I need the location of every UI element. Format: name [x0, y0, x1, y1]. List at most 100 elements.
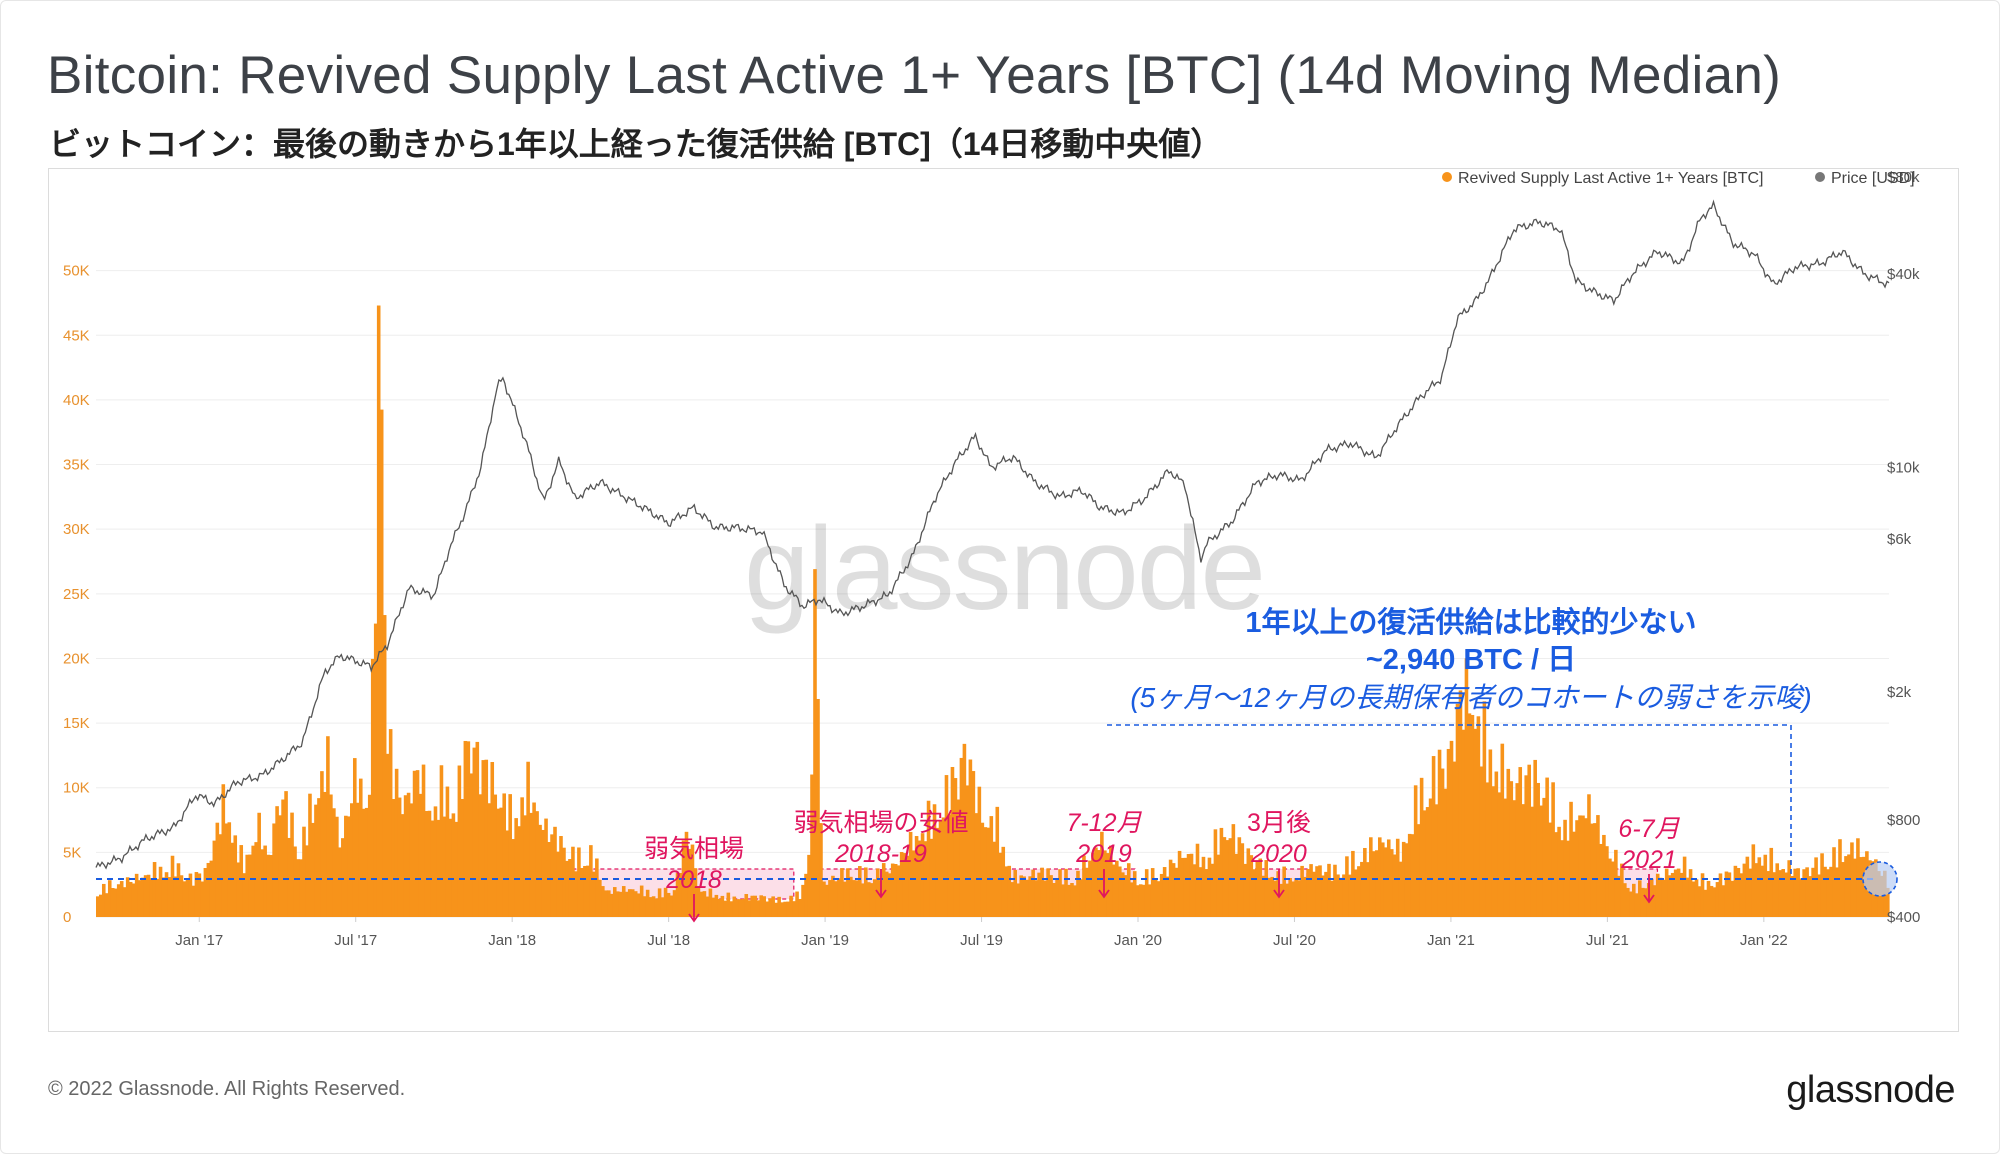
revived-supply-bar [317, 798, 321, 917]
revived-supply-bar [1602, 834, 1606, 917]
revived-supply-bar [505, 830, 509, 917]
revived-supply-bar [804, 873, 808, 917]
revived-supply-bar [245, 854, 250, 917]
revived-supply-bar [846, 868, 850, 917]
down-arrow-icon [1643, 894, 1655, 904]
revived-supply-bar [926, 800, 931, 917]
y-tick-label-right: $40k [1887, 266, 1920, 283]
revived-supply-bar [1569, 801, 1573, 917]
revived-supply-bar [338, 847, 342, 917]
revived-supply-bar [352, 758, 357, 917]
revived-supply-bar [565, 860, 569, 917]
revived-supply-bar [690, 844, 695, 917]
revived-supply-bar [1189, 853, 1194, 917]
glassnode-logo[interactable]: glassnode [1786, 1069, 1955, 1111]
revived-supply-bar [278, 815, 282, 917]
revived-supply-bar [1091, 852, 1095, 917]
revived-supply-bar [1055, 878, 1059, 917]
revived-supply-bar [1294, 878, 1298, 917]
revived-supply-bar [1357, 866, 1361, 917]
legend-price-label[interactable]: Price [USD] [1831, 170, 1915, 187]
revived-supply-bar [1186, 854, 1191, 917]
revived-supply-bar [864, 867, 868, 917]
revived-supply-bar [1150, 868, 1155, 917]
revived-supply-bar [1772, 872, 1777, 917]
revived-supply-bar [729, 901, 734, 917]
x-tick-label: Jan '21 [1427, 932, 1475, 949]
revived-supply-bar [308, 793, 312, 917]
revived-supply-bar [562, 847, 566, 917]
revived-supply-bar [950, 766, 955, 917]
legend[interactable]: Revived Supply Last Active 1+ Years [BTC… [1442, 170, 1915, 187]
revived-supply-bar [1192, 864, 1197, 917]
revived-supply-bar [1464, 658, 1469, 917]
revived-supply-bar [756, 900, 761, 917]
revived-supply-bar [1070, 883, 1074, 917]
revived-supply-bar [1279, 883, 1283, 917]
revived-supply-bar [1395, 838, 1400, 917]
price-line-layer [95, 199, 1890, 870]
revived-supply-bar [1153, 878, 1158, 917]
revived-supply-bar [1766, 871, 1771, 917]
revived-supply-bar [765, 901, 769, 917]
revived-supply-bar [1688, 869, 1693, 917]
revived-supply-bar [1599, 843, 1603, 917]
revived-supply-bar [869, 883, 874, 917]
annotation-bear-2018: 弱気相場 2018 [644, 835, 744, 894]
revived-supply-bar [1847, 854, 1851, 917]
revived-supply-bar [116, 884, 121, 917]
revived-supply-bar [819, 823, 823, 917]
x-tick-label: Jan '18 [488, 932, 536, 949]
revived-supply-bar [347, 816, 351, 917]
revived-supply-bar [1503, 798, 1508, 917]
revived-supply-bar [529, 812, 533, 917]
revived-supply-bar [188, 873, 193, 917]
revived-supply-bar [272, 823, 276, 917]
revived-supply-bar [400, 814, 405, 917]
revived-supply-bar [1398, 861, 1403, 917]
revived-supply-bar [666, 892, 671, 917]
legend-revived-label[interactable]: Revived Supply Last Active 1+ Years [BTC… [1458, 170, 1764, 187]
revived-supply-bar [191, 885, 196, 917]
revived-supply-bar [344, 815, 348, 917]
annotation-2019-line1: 7-12月 [1066, 809, 1142, 837]
revived-supply-bar [550, 834, 554, 917]
revived-supply-bar [624, 891, 629, 917]
price-line [95, 199, 1890, 870]
revived-supply-bar [1781, 869, 1786, 917]
revived-supply-bar [1028, 876, 1032, 917]
revived-supply-bar [810, 774, 814, 917]
revived-supply-bar [747, 900, 752, 917]
revived-supply-bar [388, 729, 393, 917]
revived-supply-bar [571, 846, 575, 917]
revived-supply-bar [720, 895, 725, 917]
revived-supply-bar [314, 804, 318, 917]
revived-supply-bar [627, 889, 632, 917]
revived-supply-bar [1252, 869, 1257, 917]
revived-supply-bar [878, 880, 883, 917]
revived-supply-bar [726, 892, 731, 917]
revived-supply-bar [858, 866, 862, 917]
revived-supply-bar [517, 826, 521, 917]
revived-supply-bar [1300, 865, 1304, 917]
revived-supply-bar [1844, 856, 1848, 917]
revived-supply-bar [1330, 880, 1334, 917]
revived-supply-bar [1240, 843, 1245, 917]
revived-supply-bar [1216, 854, 1221, 917]
revived-supply-bar [1518, 767, 1523, 917]
y-tick-label-right: $80k [1887, 169, 1920, 186]
revived-supply-bar [451, 813, 456, 917]
revived-supply-bar [872, 879, 877, 917]
revived-supply-bar [1536, 782, 1540, 917]
chart-frame: glassnode 0 5K 10K 15K 20K 25K 30K 35K 40K 45K 50K… [48, 168, 1959, 1032]
revived-supply-bar [1715, 882, 1720, 917]
revived-supply-bar [1629, 891, 1633, 917]
revived-supply-bar [771, 896, 775, 917]
revived-supply-bar [107, 880, 112, 917]
revived-supply-bar [1784, 872, 1788, 917]
watermark-text: glassnode [744, 503, 1264, 635]
revived-supply-bar [774, 902, 778, 917]
revived-supply-bar [173, 876, 178, 917]
revived-supply-bar [490, 762, 495, 917]
revived-supply-bar [1369, 837, 1373, 917]
